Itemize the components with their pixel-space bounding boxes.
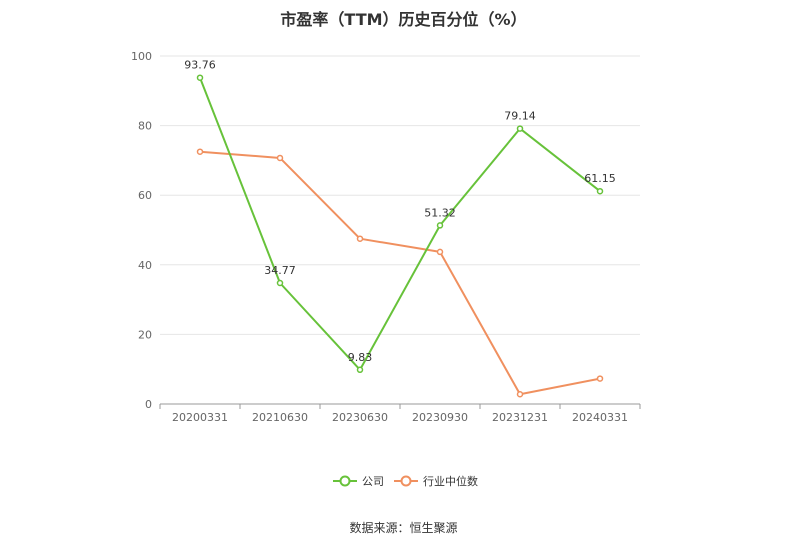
data-labels: 93.76 34.77 9.83 51.32 79.14 61.15 xyxy=(184,59,616,364)
source-note: 数据来源：恒生聚源 xyxy=(349,521,458,535)
chart-title: 市盈率（TTM）历史百分位（%） xyxy=(280,10,527,29)
legend-marker-1 xyxy=(400,475,412,487)
data-label: 51.32 xyxy=(424,206,456,219)
data-point xyxy=(516,125,524,132)
data-point xyxy=(516,391,524,398)
series-lines xyxy=(196,74,604,398)
series-line-1 xyxy=(199,150,601,396)
grid-lines xyxy=(160,55,640,335)
data-point xyxy=(196,74,204,81)
legend[interactable]: 公司 行业中位数 xyxy=(333,474,478,488)
data-point xyxy=(596,375,604,382)
data-point xyxy=(356,235,364,242)
legend-marker-0 xyxy=(339,475,351,487)
x-tick-label: 20230930 xyxy=(412,411,468,424)
legend-label-0: 公司 xyxy=(362,475,384,488)
data-point xyxy=(276,279,284,287)
series-line-0 xyxy=(199,77,601,371)
data-point xyxy=(276,154,284,162)
data-point xyxy=(596,187,604,195)
x-tick-label: 20231231 xyxy=(492,411,548,424)
y-tick-label: 80 xyxy=(138,120,152,133)
y-tick-label: 40 xyxy=(138,259,152,272)
x-tick-label: 20200331 xyxy=(172,411,228,424)
data-label: 79.14 xyxy=(504,110,536,123)
data-label: 61.15 xyxy=(584,172,616,185)
data-point xyxy=(436,222,444,229)
y-tick-label: 100 xyxy=(131,50,152,63)
y-tick-label: 60 xyxy=(138,189,152,202)
axes: 0 20 40 60 80 100 20200331 20210630 20230630 2023… xyxy=(131,50,641,424)
x-tick-label: 20210630 xyxy=(252,411,308,424)
x-tick-label: 20240331 xyxy=(572,411,628,424)
data-label: 93.76 xyxy=(184,59,216,72)
data-point xyxy=(196,148,204,155)
data-label: 34.77 xyxy=(264,264,296,277)
data-point xyxy=(356,366,364,374)
data-label: 9.83 xyxy=(348,351,373,364)
data-point xyxy=(436,248,444,256)
x-tick-label: 20230630 xyxy=(332,411,388,424)
y-tick-label: 20 xyxy=(138,328,152,341)
legend-label-1: 行业中位数 xyxy=(423,474,478,488)
y-tick-label: 0 xyxy=(145,398,152,411)
